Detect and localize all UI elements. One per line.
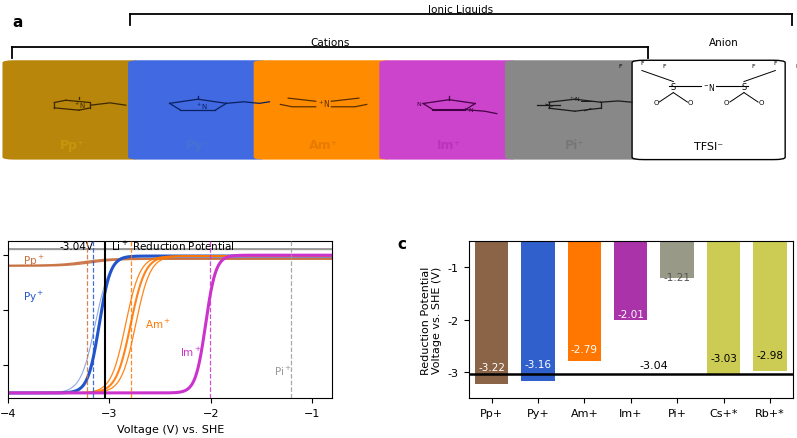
Text: $^-$N: $^-$N [701,81,716,92]
Text: -3.22: -3.22 [478,362,505,372]
Bar [614,215,647,321]
Text: S: S [741,83,747,92]
Text: Anion: Anion [709,38,739,48]
Text: -3.04V: -3.04V [59,241,93,251]
Bar [753,215,787,371]
Text: TFSI⁻: TFSI⁻ [694,141,723,152]
Text: Pi$^+$: Pi$^+$ [273,364,292,378]
Text: $^+$N: $^+$N [569,95,580,104]
Text: Im$^+$: Im$^+$ [180,345,202,358]
Text: F: F [795,64,797,69]
Text: F: F [752,64,756,69]
Text: S: S [670,83,676,92]
Text: Pi⁺: Pi⁺ [565,138,585,152]
Text: Py⁺: Py⁺ [186,138,210,152]
FancyBboxPatch shape [632,61,785,160]
Text: Ionic Liquids: Ionic Liquids [428,5,493,15]
Text: c: c [397,237,406,251]
Text: -1.21: -1.21 [664,272,691,282]
Text: -3.16: -3.16 [524,359,552,369]
Text: $^+$N: $^+$N [194,102,207,112]
Text: O: O [688,100,693,106]
FancyBboxPatch shape [505,61,645,160]
Text: $^+$N: $^+$N [463,106,475,115]
Text: $^+$N: $^+$N [316,99,331,110]
Text: -3.03: -3.03 [710,353,737,363]
Text: Cations: Cations [310,38,350,48]
Bar [475,215,508,384]
Text: Pp$^+$: Pp$^+$ [23,253,45,268]
Text: Py$^+$: Py$^+$ [23,289,45,304]
Bar [661,215,694,279]
Text: F: F [662,64,665,69]
FancyBboxPatch shape [379,61,519,160]
Text: N: N [417,102,422,107]
Text: F: F [774,61,777,66]
Bar [567,215,601,361]
Text: O: O [759,100,764,106]
Bar [707,215,740,374]
FancyBboxPatch shape [2,61,142,160]
Text: -3.04: -3.04 [640,360,669,370]
Text: F: F [640,61,644,66]
FancyBboxPatch shape [253,61,394,160]
FancyBboxPatch shape [128,61,268,160]
Text: -2.98: -2.98 [756,351,783,360]
Text: Im⁺: Im⁺ [437,138,461,152]
Bar [521,215,555,381]
Text: $^+$N: $^+$N [73,100,85,111]
Text: O: O [654,100,658,106]
Text: -2.01: -2.01 [618,309,644,319]
Text: -2.79: -2.79 [571,344,598,354]
Text: F: F [618,64,622,69]
Text: a: a [12,15,22,30]
Text: Pp⁺: Pp⁺ [60,138,84,152]
Y-axis label: Reduction Potential
Voltage vs. SHE (V): Reduction Potential Voltage vs. SHE (V) [421,266,442,374]
X-axis label: Voltage (V) vs. SHE: Voltage (V) vs. SHE [116,424,224,434]
Text: O: O [724,100,729,106]
Text: Am⁺: Am⁺ [309,138,338,152]
Text: Am$^+$: Am$^+$ [145,318,171,331]
Text: Li$^+$ Reduction Potential: Li$^+$ Reduction Potential [112,240,235,253]
